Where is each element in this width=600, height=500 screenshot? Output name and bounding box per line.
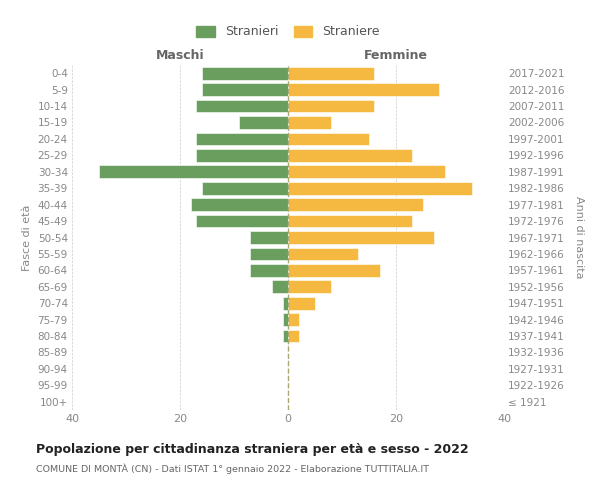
- Bar: [99, 166, 288, 178]
- Bar: [191, 198, 288, 211]
- Bar: [239, 116, 288, 129]
- Y-axis label: Anni di nascita: Anni di nascita: [574, 196, 584, 279]
- Bar: [288, 132, 369, 145]
- Text: COMUNE DI MONTÀ (CN) - Dati ISTAT 1° gennaio 2022 - Elaborazione TUTTITALIA.IT: COMUNE DI MONTÀ (CN) - Dati ISTAT 1° gen…: [36, 464, 429, 474]
- Bar: [288, 297, 315, 310]
- Bar: [288, 83, 439, 96]
- Bar: [288, 264, 380, 277]
- Bar: [196, 149, 288, 162]
- Bar: [288, 248, 358, 260]
- Bar: [288, 214, 412, 228]
- Bar: [288, 330, 299, 342]
- Bar: [288, 182, 472, 194]
- Bar: [283, 297, 288, 310]
- Legend: Stranieri, Straniere: Stranieri, Straniere: [194, 23, 382, 41]
- Bar: [283, 330, 288, 342]
- Bar: [250, 231, 288, 244]
- Bar: [288, 149, 412, 162]
- Bar: [288, 313, 299, 326]
- Bar: [196, 100, 288, 112]
- Bar: [196, 214, 288, 228]
- Bar: [250, 264, 288, 277]
- Bar: [288, 231, 434, 244]
- Bar: [288, 198, 423, 211]
- Text: Maschi: Maschi: [155, 48, 205, 62]
- Text: Femmine: Femmine: [364, 48, 428, 62]
- Text: Popolazione per cittadinanza straniera per età e sesso - 2022: Popolazione per cittadinanza straniera p…: [36, 442, 469, 456]
- Bar: [283, 313, 288, 326]
- Bar: [288, 116, 331, 129]
- Bar: [272, 280, 288, 293]
- Bar: [202, 67, 288, 80]
- Bar: [202, 83, 288, 96]
- Bar: [196, 132, 288, 145]
- Y-axis label: Fasce di età: Fasce di età: [22, 204, 32, 270]
- Bar: [288, 280, 331, 293]
- Bar: [288, 100, 374, 112]
- Bar: [288, 166, 445, 178]
- Bar: [288, 67, 374, 80]
- Bar: [250, 248, 288, 260]
- Bar: [202, 182, 288, 194]
